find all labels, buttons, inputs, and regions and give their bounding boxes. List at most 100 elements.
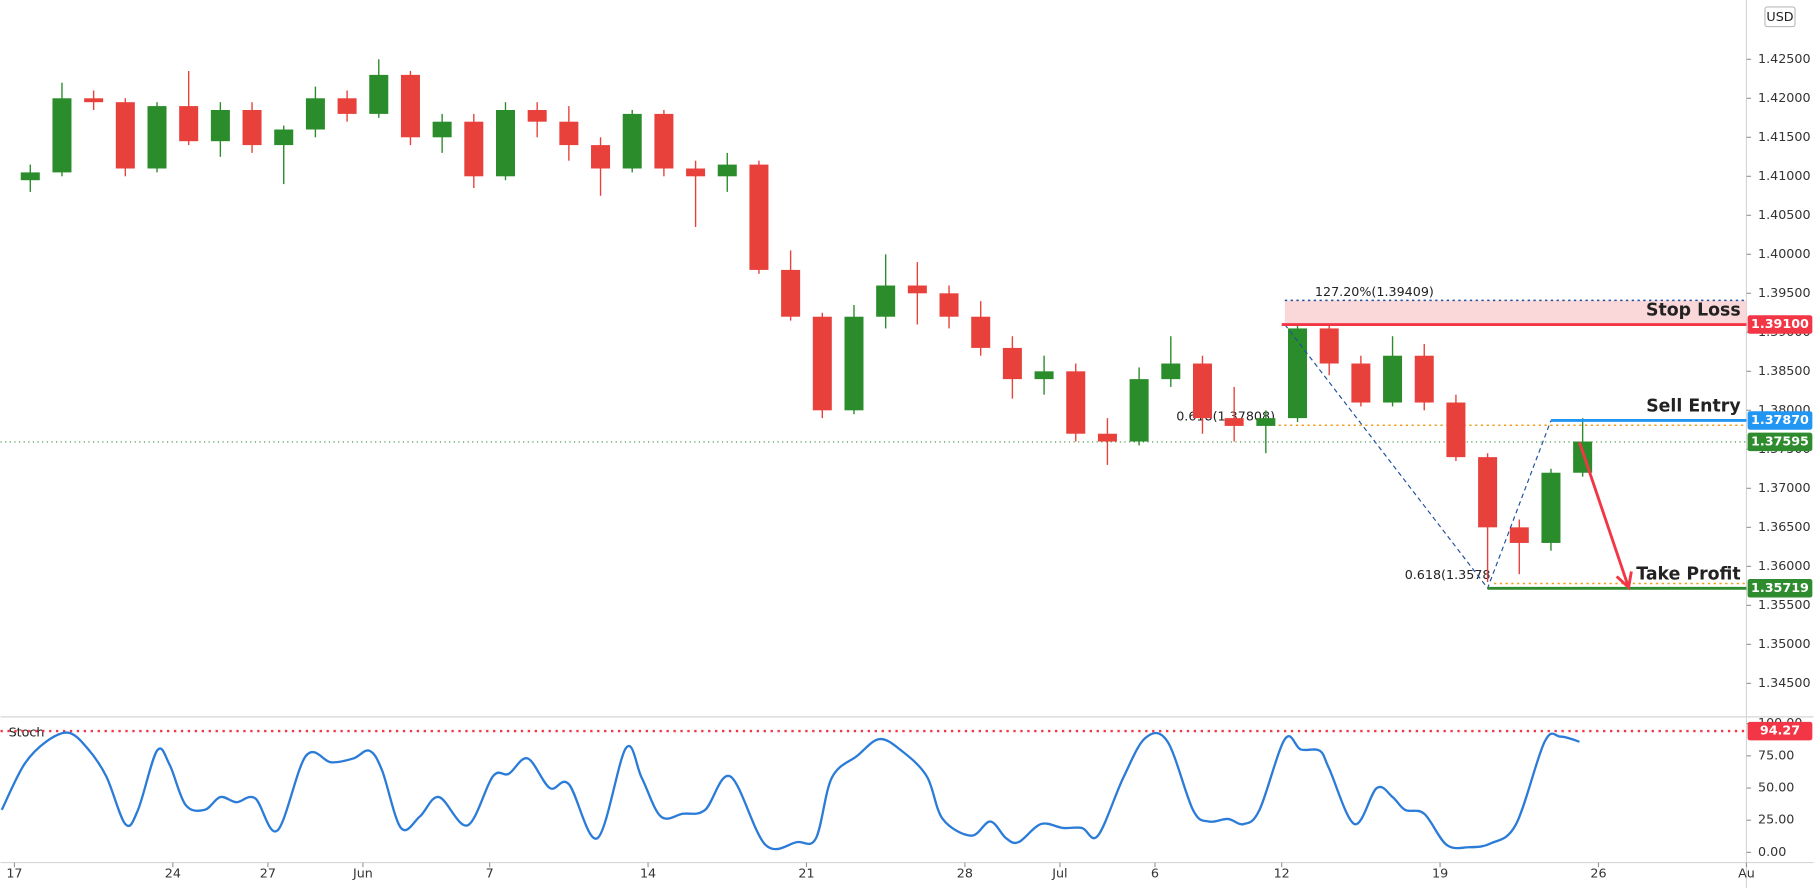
candle-body (495, 109, 515, 177)
candle-body (781, 269, 801, 317)
stoch-y-tick-label: 0.00 (1758, 844, 1786, 859)
candle-body (717, 164, 737, 177)
candle-body (1034, 371, 1054, 380)
candle-body (1288, 328, 1308, 419)
candle-body (907, 285, 927, 294)
candle-body (337, 98, 357, 114)
candle-body (1161, 363, 1181, 380)
y-tick-label: 1.34500 (1758, 675, 1811, 690)
x-tick-label: 6 (1151, 866, 1159, 881)
stoch-level-label: 94.27 (1760, 723, 1800, 738)
stoch-label: Stoch (9, 725, 45, 740)
candle-body (1319, 328, 1339, 364)
candle-body (559, 121, 579, 146)
candle-body (1066, 371, 1086, 434)
stoch-line (0, 731, 1580, 851)
y-tick-label: 1.39500 (1758, 285, 1811, 300)
price-box (1747, 315, 1813, 334)
candle-body (591, 145, 611, 169)
y-tick-label: 1.40500 (1758, 207, 1811, 222)
y-tick-label: 1.36000 (1758, 558, 1811, 573)
y-tick-label: 1.42000 (1758, 90, 1811, 105)
candle-body (1446, 402, 1466, 458)
candle-body (432, 121, 452, 138)
candle-body (305, 98, 325, 130)
candle-body (1129, 379, 1149, 442)
x-tick-label: 17 (6, 866, 22, 881)
y-tick-label: 1.37000 (1758, 480, 1811, 495)
candle-body (52, 98, 72, 173)
candle-body (147, 106, 167, 169)
candle-body (400, 74, 420, 138)
level-name: Sell Entry (1646, 397, 1740, 417)
candle-body (812, 316, 832, 411)
candle-body (274, 129, 294, 146)
price-box-label: 1.37595 (1751, 433, 1809, 448)
price-box (1747, 721, 1813, 741)
candle-body (686, 168, 706, 177)
candle-body (527, 109, 547, 122)
x-tick-label: 19 (1432, 866, 1448, 881)
x-tick-label: 27 (260, 866, 276, 881)
y-tick-label: 1.35000 (1758, 636, 1811, 651)
candle-body (622, 113, 642, 169)
candle-body (464, 121, 484, 177)
arrow-head (1615, 571, 1633, 591)
fib-label: 127.20%(1.39409) (1315, 284, 1434, 299)
stoch-y-tick-label: 50.00 (1758, 780, 1794, 795)
candle-body (210, 109, 230, 142)
candle-body (844, 316, 864, 411)
level-name: Take Profit (1636, 564, 1740, 584)
candle-body (939, 293, 959, 317)
y-tick-label: 1.40000 (1758, 246, 1811, 261)
stop-loss-zone (1284, 300, 1747, 325)
price-box-label: 1.37870 (1751, 412, 1809, 427)
currency-badge (1764, 6, 1796, 28)
candle-body (179, 106, 199, 142)
candle-body (1097, 433, 1117, 442)
candle-body (1192, 363, 1212, 419)
candle-body (876, 285, 896, 317)
stoch-y-tick-label: 25.00 (1758, 812, 1794, 827)
candle-body (84, 98, 104, 103)
candle-body (1256, 418, 1276, 426)
price-box (1747, 432, 1813, 452)
currency-label: USD (1766, 9, 1793, 24)
candle-body (369, 74, 389, 114)
x-tick-label: Jun (352, 866, 373, 881)
candle-body (971, 316, 991, 348)
y-tick-label: 1.41000 (1758, 168, 1811, 183)
x-tick-label: Jul (1051, 866, 1067, 881)
x-tick-label: 12 (1274, 866, 1290, 881)
level-name: Stop Loss (1646, 301, 1741, 321)
candle-body (654, 113, 674, 169)
candle-body (749, 164, 769, 270)
x-tick-label: 7 (486, 866, 494, 881)
x-tick-label: 24 (165, 866, 181, 881)
candle-body (20, 172, 40, 181)
candle-body (1383, 355, 1403, 403)
x-tick-label: 26 (1590, 866, 1606, 881)
candle-body (115, 102, 135, 169)
candle-body (1541, 472, 1561, 543)
x-tick-label: 21 (798, 866, 814, 881)
x-tick-label: Au (1738, 866, 1755, 881)
arrow (1578, 441, 1630, 588)
x-tick-label: 14 (640, 866, 656, 881)
y-tick-label: 1.36500 (1758, 519, 1811, 534)
candle-body (1351, 363, 1371, 403)
stoch-y-tick-label: 75.00 (1758, 747, 1794, 762)
y-tick-label: 1.35500 (1758, 597, 1811, 612)
price-box (1747, 579, 1813, 598)
candle-body (1414, 355, 1434, 403)
fib-label: 0.618(1.3578 (1405, 567, 1491, 582)
price-box-label: 1.35719 (1751, 580, 1809, 595)
y-tick-label: 1.42500 (1758, 51, 1811, 66)
y-tick-label: 1.41500 (1758, 129, 1811, 144)
candle-body (1509, 527, 1529, 543)
price-box (1747, 411, 1813, 430)
y-tick-label: 1.38500 (1758, 363, 1811, 378)
